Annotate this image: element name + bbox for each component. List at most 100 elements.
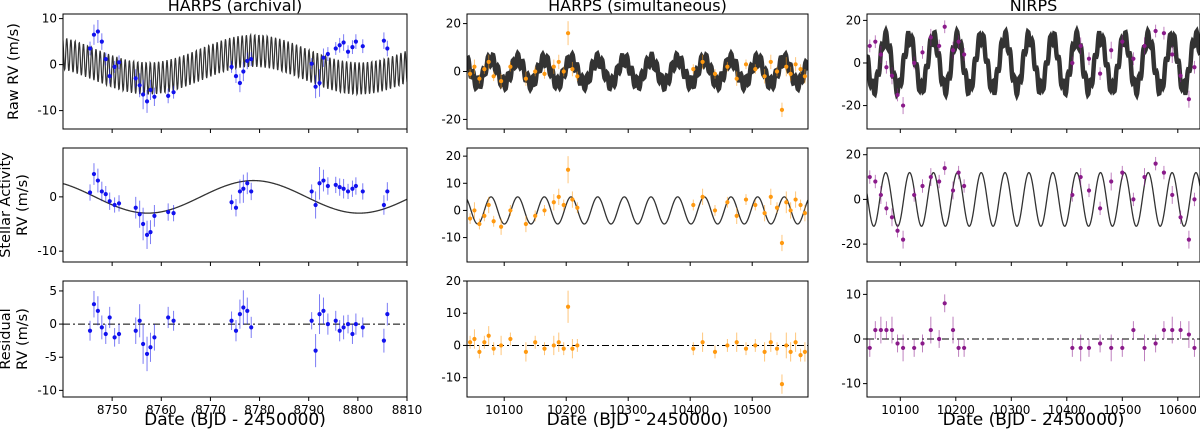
y-tick-label: 10 xyxy=(846,287,861,301)
data-point xyxy=(753,343,758,348)
y-tick-label: -10 xyxy=(841,377,861,391)
axes-frame xyxy=(466,147,809,263)
data-point xyxy=(148,345,153,350)
data-point xyxy=(345,321,351,327)
data-point xyxy=(112,64,117,69)
y-tick-label: 0 xyxy=(453,65,461,79)
data-point xyxy=(107,199,112,204)
data-point xyxy=(533,340,538,345)
data-point xyxy=(103,192,108,197)
data-point xyxy=(774,205,780,210)
y-tick-label: 20 xyxy=(846,148,861,162)
data-point xyxy=(144,99,150,104)
y-tick-label: -10 xyxy=(37,383,57,397)
panel-raw: -20 0 20 xyxy=(841,13,1200,133)
data-point xyxy=(1078,43,1083,49)
data-point xyxy=(233,74,239,79)
data-point xyxy=(884,65,889,70)
data-point xyxy=(743,346,749,351)
data-point xyxy=(950,327,956,333)
data-point xyxy=(141,221,146,227)
data-point xyxy=(867,345,872,351)
data-point xyxy=(229,318,234,323)
data-point xyxy=(166,93,171,98)
data-point xyxy=(768,59,773,65)
panel-stellar: -10 0 xyxy=(37,147,408,266)
data-point xyxy=(900,103,906,108)
data-point xyxy=(508,336,513,342)
data-point xyxy=(798,202,803,208)
data-point xyxy=(385,312,390,317)
data-point xyxy=(472,336,477,342)
panel-raw: -20 0 20 xyxy=(441,13,809,133)
data-point xyxy=(1109,48,1114,53)
y-axis-label: Stellar Activity xyxy=(0,152,14,258)
data-point xyxy=(233,328,239,333)
x-tick-label: 10300 xyxy=(992,403,1030,417)
data-point xyxy=(95,29,100,34)
data-point xyxy=(779,382,785,387)
data-point xyxy=(321,178,326,183)
data-point xyxy=(762,349,767,354)
data-point xyxy=(313,84,318,89)
data-point xyxy=(95,178,100,183)
data-point xyxy=(341,325,346,330)
data-point xyxy=(920,183,925,189)
data-point xyxy=(1086,56,1092,61)
data-point xyxy=(1178,215,1183,220)
data-point xyxy=(1161,170,1167,175)
data-point xyxy=(798,67,803,72)
axes-frame xyxy=(866,13,1200,130)
data-point xyxy=(565,167,571,172)
data-point xyxy=(1109,179,1114,184)
data-point xyxy=(725,343,730,348)
data-point xyxy=(152,213,157,218)
data-point xyxy=(137,318,142,323)
data-point xyxy=(137,212,142,217)
data-point xyxy=(551,343,556,348)
data-point xyxy=(499,78,504,84)
data-point xyxy=(700,59,705,65)
data-point xyxy=(353,321,358,327)
data-point xyxy=(87,46,93,51)
data-point xyxy=(1170,52,1175,57)
data-point xyxy=(950,188,956,193)
data-point xyxy=(556,59,561,65)
data-point xyxy=(533,69,538,74)
data-point xyxy=(133,205,138,210)
data-point xyxy=(878,52,883,57)
data-point xyxy=(734,213,739,218)
data-point xyxy=(912,192,917,198)
data-point xyxy=(956,170,961,175)
data-point xyxy=(1170,327,1175,333)
data-point xyxy=(381,202,387,208)
plot-area xyxy=(867,294,1200,362)
data-point xyxy=(712,208,718,213)
data-point xyxy=(873,179,878,184)
data-point xyxy=(112,335,117,340)
data-point xyxy=(91,302,97,307)
data-point xyxy=(249,56,254,62)
data-point xyxy=(241,305,246,310)
data-point xyxy=(802,211,808,216)
data-point xyxy=(561,202,566,208)
y-tick-label: 0 xyxy=(453,338,461,352)
data-point xyxy=(333,46,338,51)
data-point xyxy=(107,74,112,79)
data-point xyxy=(152,94,157,99)
y-tick-label: 20 xyxy=(846,13,861,27)
data-point xyxy=(784,343,789,348)
data-point xyxy=(1192,345,1197,351)
panel-residual: -10 -5 0 5 8750 8760 8770 8780 8790 8800 8810 xyxy=(37,280,422,417)
plot-area xyxy=(467,290,808,394)
data-point xyxy=(103,56,108,62)
data-point xyxy=(878,327,883,333)
data-point xyxy=(233,205,239,210)
y-tick-label: -20 xyxy=(841,99,861,113)
data-point xyxy=(1161,31,1167,36)
data-point xyxy=(95,308,100,313)
data-point xyxy=(1161,327,1167,333)
data-point xyxy=(325,51,330,57)
axes-frame xyxy=(62,147,408,263)
data-point xyxy=(523,221,529,227)
